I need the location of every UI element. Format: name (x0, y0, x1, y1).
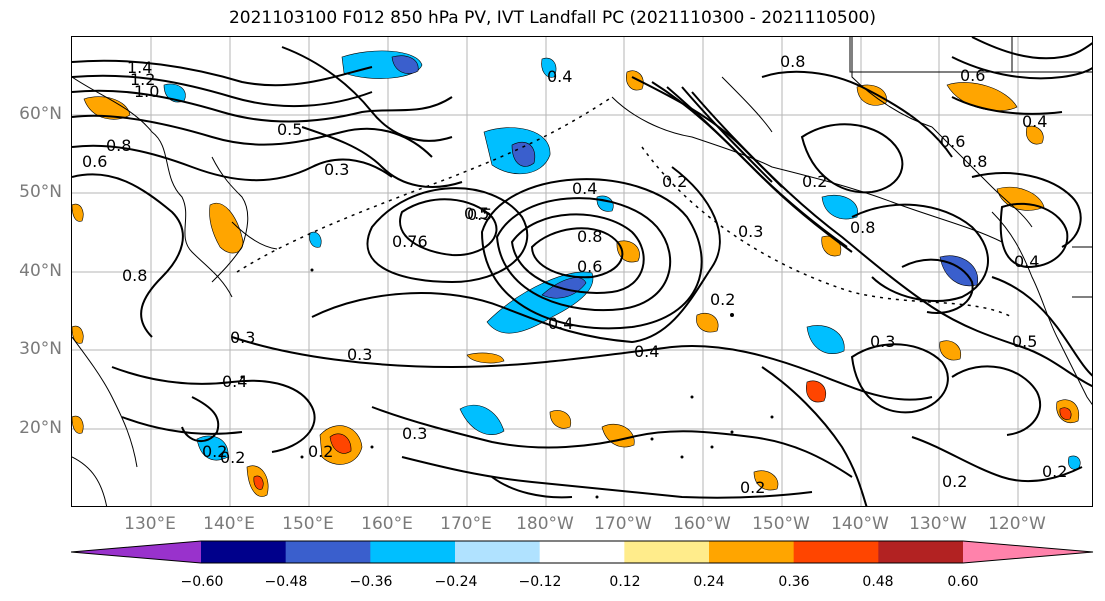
svg-text:0.8: 0.8 (122, 266, 147, 285)
contour-label: 1.2 (130, 70, 155, 89)
extra-contour-labels: 0.3 0.4 0.3 0.4 0.2 0.2 0.2 0.2 0.3 0.4 … (122, 52, 1039, 497)
contour-label: 0.76 (392, 232, 428, 251)
colorbar-segment (285, 541, 371, 563)
svg-text:0.3: 0.3 (347, 345, 372, 364)
colorbar-segment (539, 541, 625, 563)
colorbar-segment (370, 541, 456, 563)
contour-label: 0.6 (577, 257, 602, 276)
lon-label-180w: 180°W (516, 514, 574, 534)
island-marks (240, 268, 774, 499)
map-svg: 1.4 1.2 1.0 0.8 0.6 0.5 0.4 0.3 0.2 0.76… (72, 37, 1092, 506)
lon-label-120w: 120°W (988, 514, 1046, 534)
colorbar-segment (201, 541, 287, 563)
colorbar-segment (455, 541, 541, 563)
lat-label-20n: 20°N (19, 418, 62, 438)
contour-label: 0.6 (960, 66, 985, 85)
contour-label: 0.3 (230, 328, 255, 347)
svg-text:0.4: 0.4 (222, 372, 247, 391)
contour-label: 0.4 (547, 67, 572, 86)
colorbar-tick-label: −0.48 (264, 574, 308, 590)
contour-label: 0.5 (1012, 332, 1037, 351)
svg-text:0.2: 0.2 (220, 448, 245, 467)
lon-label-170w: 170°W (594, 514, 652, 534)
colorbar-tick-label: −0.12 (518, 574, 562, 590)
contour-label: 0.8 (577, 227, 602, 246)
contour-label: 0.3 (324, 160, 349, 179)
svg-text:0.5: 0.5 (467, 205, 492, 224)
svg-text:0.3: 0.3 (738, 222, 763, 241)
lon-label-160w: 160°W (673, 514, 731, 534)
colorbar-tick-label: 0.12 (609, 574, 641, 590)
svg-text:0.2: 0.2 (662, 172, 687, 191)
contour-label: 0.2 (202, 442, 227, 461)
colorbar (71, 540, 1094, 564)
lon-label-130e: 130°E (124, 514, 176, 534)
contour-label: 0.4 (548, 314, 573, 333)
contour-label: 1.0 (134, 82, 159, 101)
contour-label: 0.4 (1022, 112, 1047, 131)
svg-text:0.8: 0.8 (962, 152, 987, 171)
lat-label-40n: 40°N (19, 261, 62, 281)
colorbar-tick-label: −0.60 (180, 574, 224, 590)
colorbar-segment (624, 541, 710, 563)
colorbar-tick-label: −0.24 (434, 574, 478, 590)
colorbar-segment (709, 541, 795, 563)
svg-text:0.6: 0.6 (940, 132, 965, 151)
colorbar-segment (878, 541, 964, 563)
colorbar-tick-label: 0.48 (862, 574, 894, 590)
contour-label: 0.8 (850, 218, 875, 237)
contour-label: 0.8 (106, 136, 131, 155)
contour-label: 1.4 (127, 58, 152, 77)
contour-label: 0.5 (464, 204, 489, 223)
svg-text:0.4: 0.4 (572, 179, 597, 198)
pv-contours (72, 37, 1092, 506)
graticule (72, 37, 1092, 506)
svg-text:0.2: 0.2 (308, 442, 333, 461)
svg-text:0.2: 0.2 (740, 478, 765, 497)
lat-label-30n: 30°N (19, 339, 62, 359)
lon-label-140e: 140°E (203, 514, 255, 534)
lat-label-60n: 60°N (19, 104, 62, 124)
svg-text:0.2: 0.2 (942, 472, 967, 491)
colorbar-outline (71, 540, 1094, 564)
colorbar-tick-label: 0.36 (778, 574, 810, 590)
lon-label-160e: 160°E (361, 514, 413, 534)
contour-label: 0.2 (1042, 462, 1067, 481)
contour-label: 0.2 (710, 290, 735, 309)
colorbar-tick-label: 0.24 (693, 574, 725, 590)
svg-text:0.3: 0.3 (402, 424, 427, 443)
colorbar-extend-low (71, 541, 201, 563)
lon-label-170e: 170°E (440, 514, 492, 534)
lon-label-150w: 150°W (752, 514, 810, 534)
coastlines (72, 37, 1092, 506)
contour-label: 0.6 (82, 152, 107, 171)
negative-pv-shading (163, 50, 1081, 470)
contour-label: 0.3 (870, 332, 895, 351)
colorbar-segment (793, 541, 879, 563)
contour-label: 0.5 (277, 120, 302, 139)
svg-text:0.4: 0.4 (1014, 252, 1039, 271)
colorbar-extend-high (963, 541, 1093, 563)
svg-text:0.8: 0.8 (780, 52, 805, 71)
lon-label-140w: 140°W (831, 514, 889, 534)
svg-text:0.2: 0.2 (802, 172, 827, 191)
contour-labels: 1.4 1.2 1.0 0.8 0.6 0.5 0.4 0.3 0.2 0.76… (82, 58, 1067, 481)
colorbar-tick-label: 0.60 (947, 574, 979, 590)
map-title: 2021103100 F012 850 hPa PV, IVT Landfall… (228, 8, 876, 28)
colorbar-tick-label: −0.36 (349, 574, 393, 590)
svg-text:0.4: 0.4 (634, 342, 659, 361)
lon-label-130w: 130°W (909, 514, 967, 534)
colorbar-segments (71, 540, 1094, 564)
lon-label-150e: 150°E (282, 514, 334, 534)
lat-label-50n: 50°N (19, 182, 62, 202)
map-panel: 1.4 1.2 1.0 0.8 0.6 0.5 0.4 0.3 0.2 0.76… (71, 36, 1093, 507)
